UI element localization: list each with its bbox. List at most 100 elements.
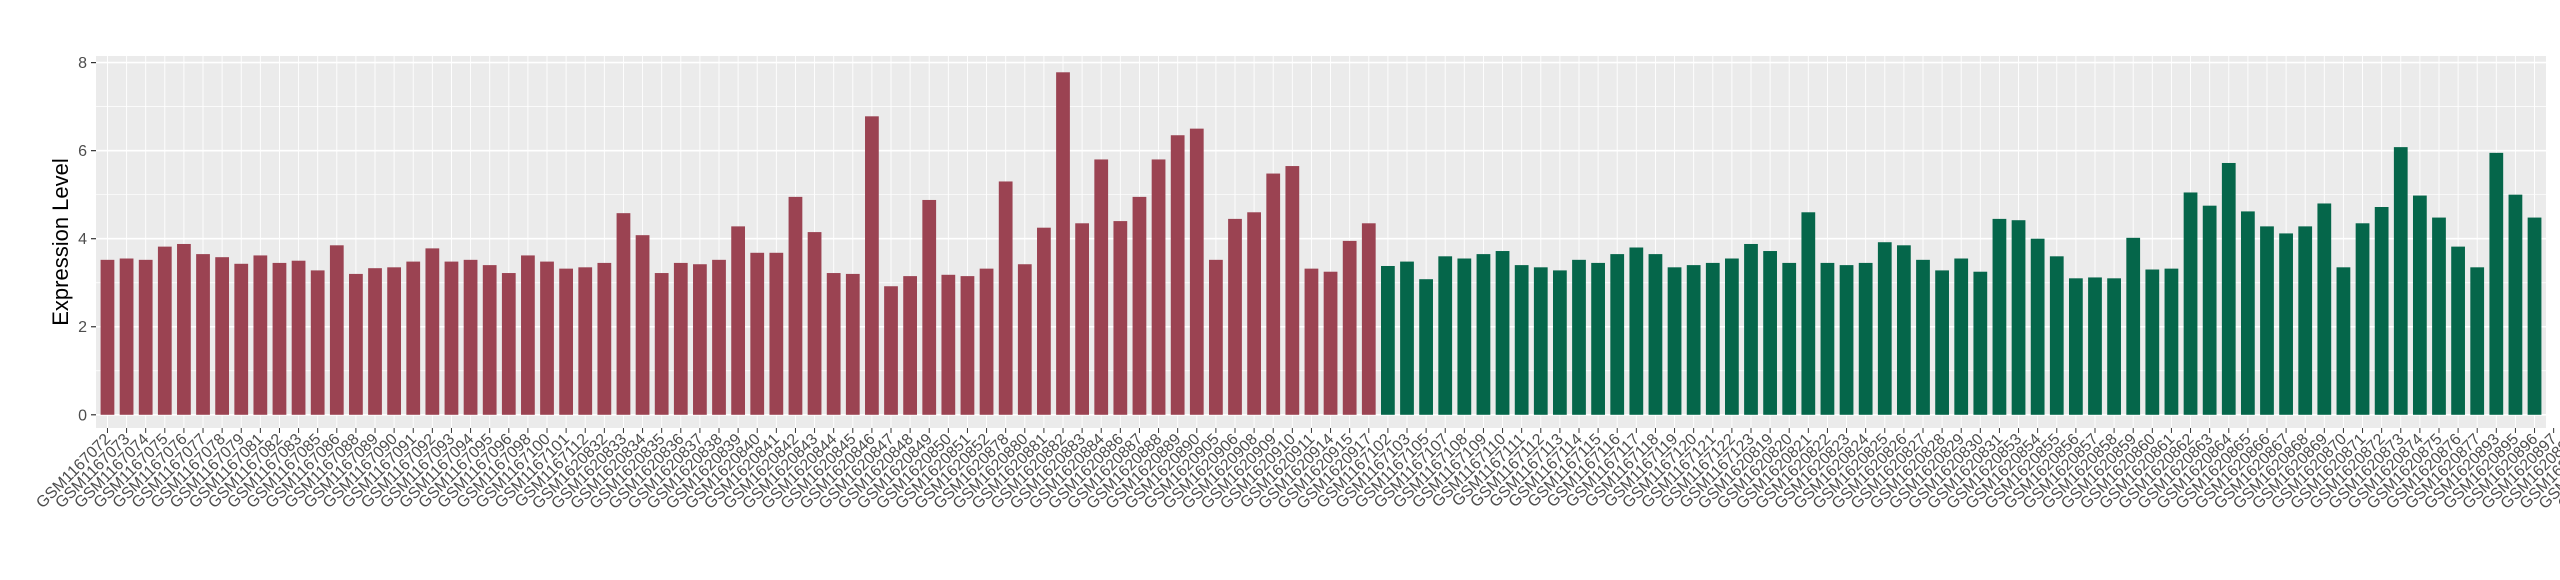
bar-GSM1167111 [1514, 265, 1529, 415]
bar-GSM1167117 [1629, 247, 1644, 415]
bar-GSM1620878 [998, 181, 1013, 415]
bar-GSM1620874 [2412, 195, 2427, 415]
bar-GSM1620877 [2470, 267, 2485, 415]
bar-GSM1620866 [2260, 226, 2274, 415]
bar-GSM1167077 [196, 254, 210, 415]
bar-GSM1167112 [1533, 267, 1548, 415]
bar-GSM1167075 [157, 246, 172, 415]
bar-GSM1167082 [272, 262, 287, 415]
bar-GSM1620909 [1266, 173, 1281, 415]
bar-GSM1620821 [1801, 212, 1816, 415]
bar-GSM1167083 [291, 260, 306, 415]
bar-GSM1620867 [2279, 233, 2293, 415]
bar-GSM1620882 [1056, 72, 1070, 415]
bar-GSM1620849 [922, 199, 937, 415]
bar-GSM1620860 [2145, 269, 2160, 415]
bar-GSM1620880 [1017, 264, 1032, 415]
y-axis: 0 2 4 6 8 [78, 55, 96, 424]
bar-GSM1620852 [979, 268, 994, 415]
bars [100, 72, 2542, 415]
bar-GSM1167096 [501, 273, 516, 415]
bar-GSM1167103 [1400, 261, 1414, 415]
bar-GSM1620872 [2374, 207, 2389, 415]
bar-GSM1167091 [406, 261, 421, 415]
bar-GSM1620823 [1839, 265, 1854, 415]
bar-GSM1620828 [1935, 270, 1949, 415]
bar-GSM1167120 [1686, 265, 1701, 415]
bar-GSM1620855 [2049, 256, 2064, 415]
bar-GSM1167094 [463, 259, 478, 415]
bar-GSM1620838 [712, 259, 726, 415]
bar-GSM1620853 [2011, 220, 2026, 415]
bar-GSM1620827 [1916, 259, 1930, 415]
bar-GSM1620839 [731, 226, 746, 415]
bar-GSM1620840 [750, 252, 765, 415]
bar-GSM1167110 [1495, 251, 1510, 415]
bar-GSM1620834 [635, 235, 650, 415]
bar-GSM1167121 [1705, 262, 1720, 415]
bar-GSM1620888 [1151, 159, 1166, 415]
bar-GSM1620862 [2183, 192, 2198, 415]
bar-GSM1620833 [616, 213, 631, 415]
bar-GSM1167074 [138, 259, 153, 415]
bar-GSM1167123 [1744, 243, 1758, 415]
bar-GSM1167119 [1667, 267, 1682, 415]
bar-GSM1167108 [1457, 258, 1472, 415]
bar-GSM1620914 [1323, 271, 1338, 415]
bar-GSM1167109 [1476, 254, 1491, 415]
bar-GSM1620911 [1304, 268, 1319, 415]
bar-GSM1620832 [597, 262, 612, 415]
bar-GSM1620819 [1763, 251, 1777, 415]
y-tick-label: 0 [78, 407, 87, 424]
plot-panel [96, 56, 2546, 428]
bar-GSM1167116 [1610, 254, 1625, 415]
bar-GSM1620895 [2508, 194, 2523, 415]
bar-GSM1620848 [903, 276, 917, 415]
bar-GSM1620854 [2030, 238, 2045, 415]
bar-GSM1620864 [2221, 162, 2236, 415]
y-tick-label: 8 [78, 55, 87, 72]
bar-GSM1167092 [425, 248, 440, 415]
bar-GSM1620889 [1170, 135, 1185, 415]
bar-GSM1167113 [1553, 270, 1567, 415]
bar-GSM1620841 [769, 252, 784, 415]
bar-GSM1620917 [1361, 223, 1376, 415]
bar-GSM1167073 [119, 258, 134, 415]
bar-GSM1620871 [2355, 223, 2370, 415]
bar-GSM1620893 [2489, 152, 2504, 415]
bar-GSM1620887 [1132, 196, 1147, 415]
bar-GSM1620857 [2088, 277, 2102, 415]
bar-GSM1620868 [2298, 226, 2313, 415]
y-tick-label: 4 [78, 231, 87, 248]
bar-GSM1167105 [1419, 279, 1433, 415]
bar-GSM1620844 [826, 273, 841, 415]
bar-GSM1167095 [482, 265, 497, 415]
bar-GSM1167078 [215, 257, 230, 415]
bar-GSM1620863 [2202, 205, 2217, 415]
bar-GSM1620908 [1247, 212, 1261, 415]
bar-GSM1620869 [2317, 203, 2332, 415]
bar-GSM1620876 [2451, 246, 2465, 415]
bar-GSM1167098 [521, 255, 535, 415]
bar-GSM1620881 [1037, 227, 1051, 415]
bar-GSM1167088 [349, 273, 363, 415]
bar-GSM1620896 [2527, 217, 2542, 415]
bar-GSM1167100 [540, 261, 554, 415]
bar-GSM1620843 [807, 232, 822, 415]
bar-GSM1620915 [1342, 240, 1357, 415]
bar-GSM1620890 [1189, 128, 1204, 415]
bar-GSM1620870 [2336, 267, 2351, 415]
bar-GSM1620830 [1973, 271, 1988, 415]
bar-GSM1620858 [2107, 278, 2121, 415]
bar-GSM1167093 [444, 261, 459, 415]
bar-GSM1620829 [1954, 258, 1969, 415]
bar-GSM1167072 [100, 259, 115, 415]
bar-GSM1620824 [1858, 262, 1873, 415]
bar-GSM1620826 [1896, 245, 1911, 415]
bar-GSM1167085 [310, 270, 325, 415]
bar-GSM1620836 [673, 262, 688, 415]
bar-GSM1620845 [845, 273, 860, 415]
bar-GSM1620850 [941, 274, 956, 415]
